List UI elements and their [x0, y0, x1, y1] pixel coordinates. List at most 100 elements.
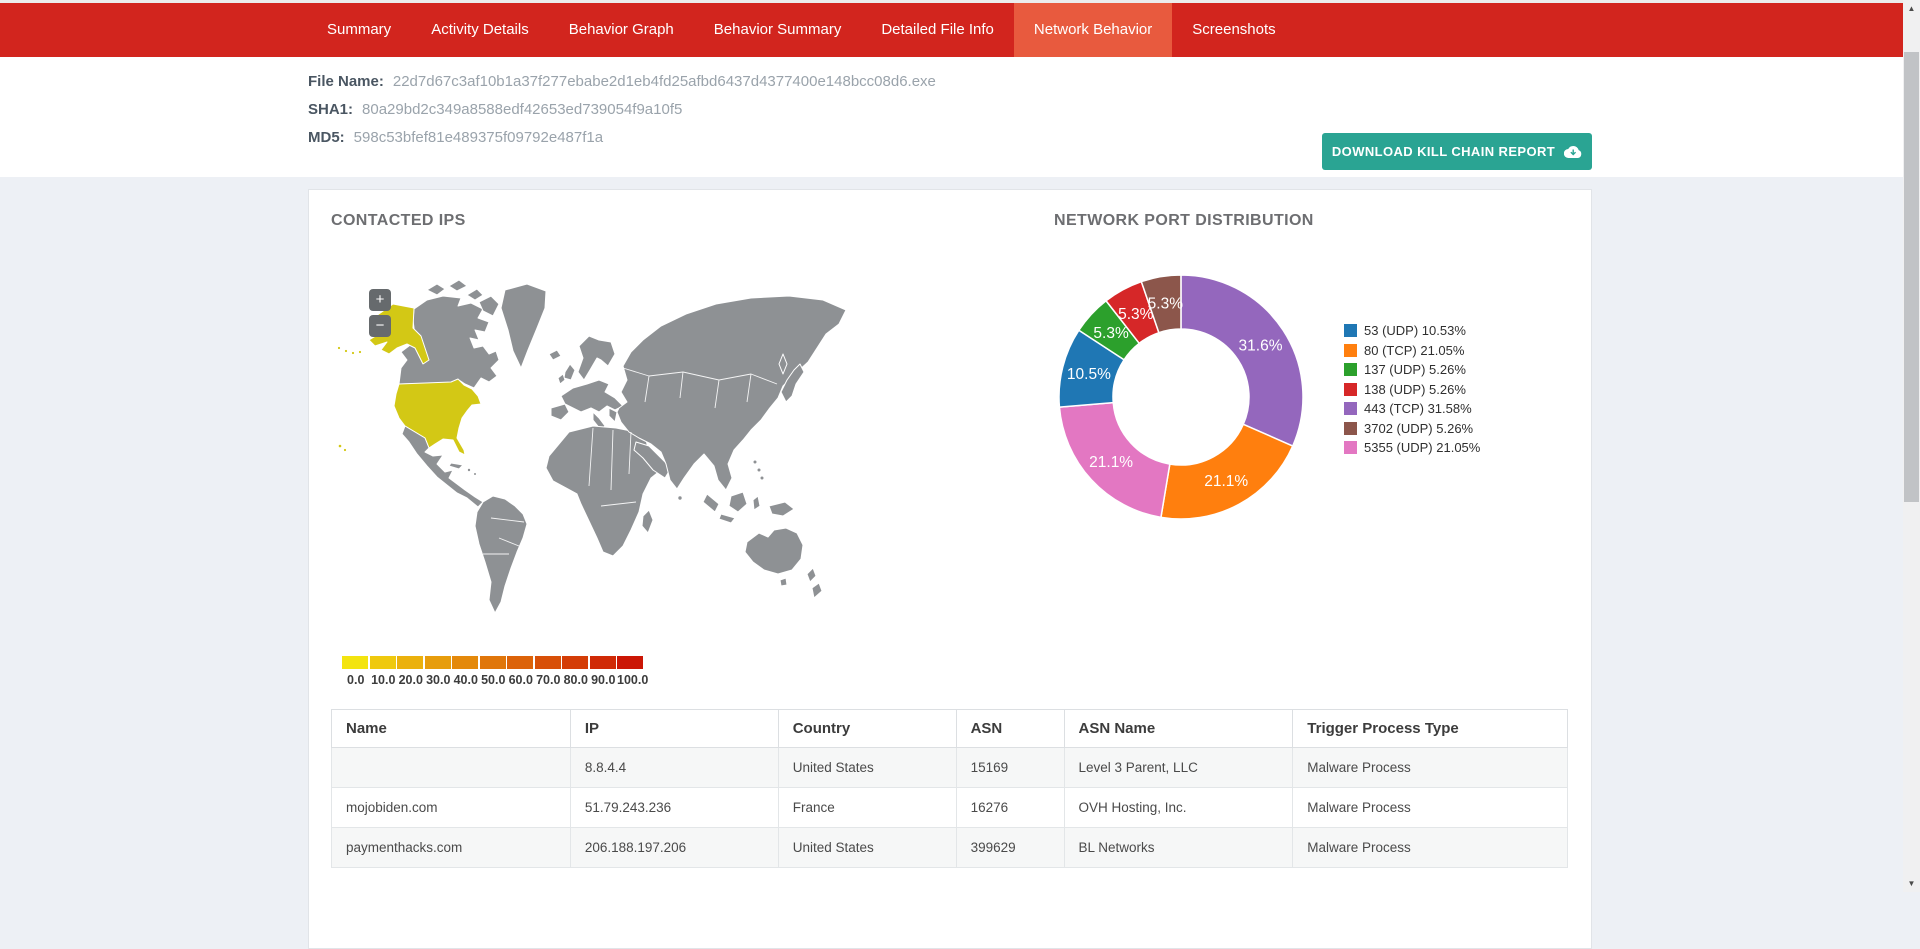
- sha1-label: SHA1:: [308, 101, 353, 118]
- tab-behavior-summary[interactable]: Behavior Summary: [694, 3, 862, 57]
- scrollbar-thumb[interactable]: [1904, 52, 1919, 502]
- donut-slice-label: 21.1%: [1089, 454, 1133, 471]
- legend-swatch: [1344, 363, 1357, 376]
- tab-screenshots[interactable]: Screenshots: [1172, 3, 1295, 57]
- scale-block: [397, 656, 423, 669]
- legend-swatch: [1344, 422, 1357, 435]
- map-countries: [337, 280, 846, 613]
- scale-block: [617, 656, 643, 669]
- scale-block: [452, 656, 478, 669]
- map-color-scale-labels: 0.010.020.030.040.050.060.070.080.090.01…: [342, 673, 645, 687]
- table-cell: mojobiden.com: [332, 788, 571, 828]
- scale-block: [562, 656, 588, 669]
- file-info: File Name: 22d7d67c3af10b1a37f277ebabe2d1…: [308, 68, 936, 152]
- legend-swatch: [1344, 324, 1357, 337]
- donut-slice-label: 5.3%: [1148, 296, 1184, 313]
- donut-slice-label: 31.6%: [1239, 337, 1283, 354]
- legend-swatch: [1344, 344, 1357, 357]
- port-distribution-donut-chart[interactable]: 31.6%21.1%21.1%10.5%5.3%5.3%5.3%: [1049, 265, 1313, 529]
- table-cell: France: [778, 788, 956, 828]
- sha1-row: SHA1: 80a29bd2c349a8588edf42653ed739054f9…: [308, 96, 936, 124]
- legend-label: 443 (TCP) 31.58%: [1364, 401, 1472, 416]
- tab-detailed-file-info[interactable]: Detailed File Info: [861, 3, 1014, 57]
- scrollbar-up-arrow[interactable]: ▲: [1903, 0, 1920, 17]
- scale-label: 60.0: [507, 673, 535, 687]
- legend-item-137-udp[interactable]: 137 (UDP) 5.26%: [1344, 360, 1480, 380]
- table-cell: 51.79.243.236: [570, 788, 778, 828]
- world-map-widget: + −: [331, 256, 951, 656]
- table-cell: Malware Process: [1293, 748, 1568, 788]
- table-cell: BL Networks: [1064, 828, 1293, 868]
- main-nav: SummaryActivity DetailsBehavior GraphBeh…: [0, 3, 1903, 57]
- tab-network-behavior[interactable]: Network Behavior: [1014, 3, 1172, 57]
- table-cell: United States: [778, 748, 956, 788]
- table-cell: 399629: [956, 828, 1064, 868]
- tab-activity-details[interactable]: Activity Details: [411, 3, 549, 57]
- scale-block: [342, 656, 368, 669]
- download-kill-chain-report-button[interactable]: DOWNLOAD KILL CHAIN REPORT: [1322, 133, 1592, 170]
- world-map[interactable]: [331, 256, 951, 656]
- port-distribution-title: NETWORK PORT DISTRIBUTION: [1054, 212, 1314, 230]
- table-body: 8.8.4.4United States15169Level 3 Parent,…: [332, 748, 1568, 868]
- scale-block: [507, 656, 533, 669]
- legend-item-80-tcp[interactable]: 80 (TCP) 21.05%: [1344, 341, 1480, 361]
- port-distribution-legend: 53 (UDP) 10.53% 80 (TCP) 21.05% 137 (UDP) …: [1344, 321, 1480, 458]
- map-zoom-out-button[interactable]: −: [369, 315, 391, 337]
- tab-summary[interactable]: Summary: [307, 3, 411, 57]
- scale-block: [370, 656, 396, 669]
- legend-label: 5355 (UDP) 21.05%: [1364, 440, 1480, 455]
- table-header-asn-name: ASN Name: [1064, 710, 1293, 748]
- legend-swatch: [1344, 402, 1357, 415]
- table-cell: 16276: [956, 788, 1064, 828]
- scale-label: 100.0: [617, 673, 645, 687]
- donut-slice-label: 5.3%: [1093, 325, 1129, 342]
- table-row: paymenthacks.com206.188.197.206United St…: [332, 828, 1568, 868]
- file-name-label: File Name:: [308, 73, 384, 90]
- contacted-ips-table: NameIPCountryASNASN NameTrigger Process …: [331, 709, 1568, 868]
- legend-item-53-udp[interactable]: 53 (UDP) 10.53%: [1344, 321, 1480, 341]
- table-cell: [332, 748, 571, 788]
- table-row: 8.8.4.4United States15169Level 3 Parent,…: [332, 748, 1568, 788]
- file-name-value: 22d7d67c3af10b1a37f277ebabe2d1eb4fd25afb…: [393, 73, 936, 90]
- table-cell: Malware Process: [1293, 828, 1568, 868]
- table-header-row: NameIPCountryASNASN NameTrigger Process …: [332, 710, 1568, 748]
- table-row: mojobiden.com51.79.243.236France16276OVH…: [332, 788, 1568, 828]
- legend-label: 80 (TCP) 21.05%: [1364, 343, 1464, 358]
- vertical-scrollbar[interactable]: ▲ ▼: [1903, 0, 1920, 892]
- table-header-ip: IP: [570, 710, 778, 748]
- sha1-value: 80a29bd2c349a8588edf42653ed739054f9a10f5: [362, 101, 682, 118]
- legend-label: 53 (UDP) 10.53%: [1364, 323, 1466, 338]
- table-header-name: Name: [332, 710, 571, 748]
- md5-label: MD5:: [308, 129, 345, 146]
- scale-block: [590, 656, 616, 669]
- scrollbar-down-arrow[interactable]: ▼: [1903, 875, 1920, 892]
- legend-item-443-tcp[interactable]: 443 (TCP) 31.58%: [1344, 399, 1480, 419]
- legend-item-5355-udp[interactable]: 5355 (UDP) 21.05%: [1344, 438, 1480, 458]
- scale-label: 0.0: [342, 673, 370, 687]
- map-color-scale: 0.010.020.030.040.050.060.070.080.090.01…: [342, 656, 645, 687]
- donut-slice-80-tcp[interactable]: [1161, 424, 1293, 519]
- file-header: File Name: 22d7d67c3af10b1a37f277ebabe2d1…: [0, 57, 1903, 177]
- tab-behavior-graph[interactable]: Behavior Graph: [549, 3, 694, 57]
- md5-row: MD5:598c53bfef81e489375f09792e487f1a: [308, 124, 936, 152]
- donut-slice-443-tcp[interactable]: [1181, 275, 1303, 446]
- table-cell: Malware Process: [1293, 788, 1568, 828]
- scale-label: 50.0: [480, 673, 508, 687]
- cloud-download-icon: [1564, 144, 1582, 159]
- map-zoom-in-button[interactable]: +: [369, 289, 391, 311]
- legend-item-3702-udp[interactable]: 3702 (UDP) 5.26%: [1344, 419, 1480, 439]
- table-cell: Level 3 Parent, LLC: [1064, 748, 1293, 788]
- legend-item-138-udp[interactable]: 138 (UDP) 5.26%: [1344, 380, 1480, 400]
- table-cell: paymenthacks.com: [332, 828, 571, 868]
- scale-label: 10.0: [370, 673, 398, 687]
- scale-label: 70.0: [535, 673, 563, 687]
- table-header-country: Country: [778, 710, 956, 748]
- scale-block: [425, 656, 451, 669]
- legend-swatch: [1344, 383, 1357, 396]
- scale-label: 30.0: [425, 673, 453, 687]
- table-header-asn: ASN: [956, 710, 1064, 748]
- contacted-ips-title: CONTACTED IPS: [331, 212, 466, 230]
- table-cell: 8.8.4.4: [570, 748, 778, 788]
- map-color-scale-blocks: [342, 656, 645, 669]
- scale-label: 40.0: [452, 673, 480, 687]
